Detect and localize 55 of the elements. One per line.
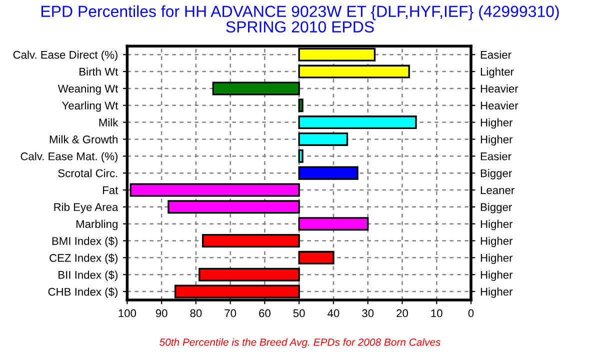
y2-tick-label: Higher: [480, 254, 513, 264]
x-tick-label: 40: [328, 309, 340, 318]
bar: [212, 82, 300, 96]
y-tick-label: BII Index ($): [58, 270, 118, 282]
y-tick-label: Fat: [103, 186, 118, 194]
y-tick-label: Scrotal Circ.: [58, 169, 118, 178]
y-tick-label: Milk & Growth: [50, 135, 118, 144]
y-tick-label: CHB Index ($): [48, 287, 118, 298]
x-tick-label: 30: [362, 309, 374, 318]
bar: [298, 166, 358, 180]
x-tick-label: 0: [468, 309, 474, 318]
y2-tick-label: Leaner: [480, 186, 514, 194]
y2-tick-label: Easier: [480, 50, 512, 59]
x-tick-label: 80: [190, 309, 202, 318]
text: 50th Percentile is the Breed Avg. EPDs for 2008 Born Calves: [160, 338, 440, 348]
bar: [298, 217, 369, 231]
y-tick-label: Rib Eye Area: [54, 202, 118, 214]
y-tick-label: Weaning Wt: [58, 84, 118, 95]
chart-title: EPD Percentiles for HH ADVANCE 9023W ET {DLF,HYF,IEF} (42999310) SPRING 2010 EPDS: [42, 5, 559, 33]
y-tick-label: Marbling: [76, 220, 118, 230]
x-tick-label: 20: [396, 309, 408, 318]
x-tick-label: 50: [293, 309, 305, 318]
y2-tick-label: Heavier: [480, 84, 518, 93]
x-tick-label: 100: [118, 309, 136, 318]
y-tick-label: Calv. Ease Direct (%): [13, 50, 118, 61]
bar: [168, 200, 300, 214]
y-tick-label: CEZ Index ($): [50, 254, 118, 264]
bar: [298, 116, 417, 130]
y2-tick-label: Bigger: [480, 202, 512, 214]
y2-tick-label: Higher: [480, 236, 513, 248]
y-tick-label: BMI Index ($): [52, 236, 118, 248]
y2-tick-label: Heavier: [480, 101, 518, 110]
bar: [298, 149, 304, 163]
y-tick-label: Calv. Ease Mat. (%): [20, 152, 118, 162]
y2-tick-label: Higher: [480, 118, 513, 129]
bar: [298, 132, 348, 146]
bar: [202, 234, 300, 248]
y2-tick-label: Easier: [480, 152, 512, 160]
x-tick-label: 60: [259, 309, 270, 318]
x-tick-label: 90: [156, 309, 168, 318]
x-tick-label: 70: [224, 309, 236, 318]
bar: [198, 268, 300, 282]
y2-tick-label: Bigger: [480, 169, 512, 180]
y2-tick-label: Higher: [480, 135, 513, 146]
y-tick-label: Birth Wt: [80, 68, 118, 76]
y2-tick-label: Higher: [480, 220, 513, 230]
y-tick-label: Milk: [99, 118, 118, 126]
bar: [298, 64, 410, 78]
bar: [298, 250, 334, 264]
bar: [298, 98, 304, 112]
y2-tick-label: Higher: [480, 287, 513, 298]
y2-tick-label: Higher: [480, 270, 513, 281]
x-tick-label: 10: [431, 309, 442, 318]
y-tick-label: Yearling Wt: [62, 101, 118, 112]
y2-tick-label: Lighter: [480, 68, 514, 78]
